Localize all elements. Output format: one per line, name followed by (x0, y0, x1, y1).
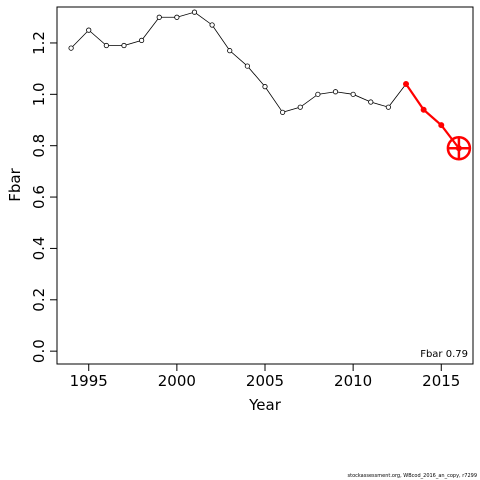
data-point (332, 89, 339, 95)
data-point (121, 42, 127, 49)
forecast-line (405, 83, 460, 149)
x-axis: 1995 2000 2005 2010 2015 (70, 364, 460, 390)
forecast-point (438, 122, 445, 129)
forecast-point (420, 106, 427, 113)
y-axis-title: Fbar (6, 167, 24, 201)
x-tick-label: 1995 (70, 372, 108, 390)
fbar-line (70, 11, 407, 113)
fbar-annotation: Fbar 0.79 (420, 349, 468, 360)
y-tick-label: 0.6 (30, 185, 48, 209)
data-point (191, 9, 198, 15)
data-point (368, 99, 374, 105)
data-point (139, 37, 145, 43)
data-point (385, 104, 391, 110)
series-layer (68, 9, 462, 152)
y-axis: 0.0 0.2 0.4 0.6 0.8 1.0 1.2 (30, 31, 57, 363)
data-point (280, 109, 286, 115)
data-point (86, 27, 92, 33)
data-point (174, 14, 180, 20)
x-tick-label: 2000 (158, 372, 196, 390)
y-tick-label: 0.2 (30, 288, 48, 312)
highlight-layer (446, 136, 472, 161)
data-point (297, 104, 303, 110)
x-axis-title: Year (248, 396, 282, 414)
data-point (156, 14, 162, 20)
data-point (315, 91, 321, 97)
data-point (262, 84, 268, 90)
forecast-point (403, 81, 410, 88)
data-point (209, 22, 215, 28)
plot-frame (56, 6, 474, 365)
data-point (350, 91, 356, 97)
y-tick-label: 1.0 (30, 82, 48, 106)
x-tick-label: 2010 (334, 372, 372, 390)
y-tick-label: 0.4 (30, 236, 48, 260)
y-tick-label: 0.8 (30, 134, 48, 158)
y-tick-label: 1.2 (30, 31, 48, 55)
data-point (244, 63, 250, 69)
data-point (68, 45, 74, 51)
footer-credit: stockassessment.org, WBcod_2016_an_copy,… (347, 473, 478, 479)
data-point (227, 48, 233, 54)
x-tick-label: 2015 (422, 372, 460, 390)
data-point (103, 42, 109, 49)
x-tick-label: 2005 (246, 372, 284, 390)
y-tick-label: 0.0 (30, 339, 48, 363)
